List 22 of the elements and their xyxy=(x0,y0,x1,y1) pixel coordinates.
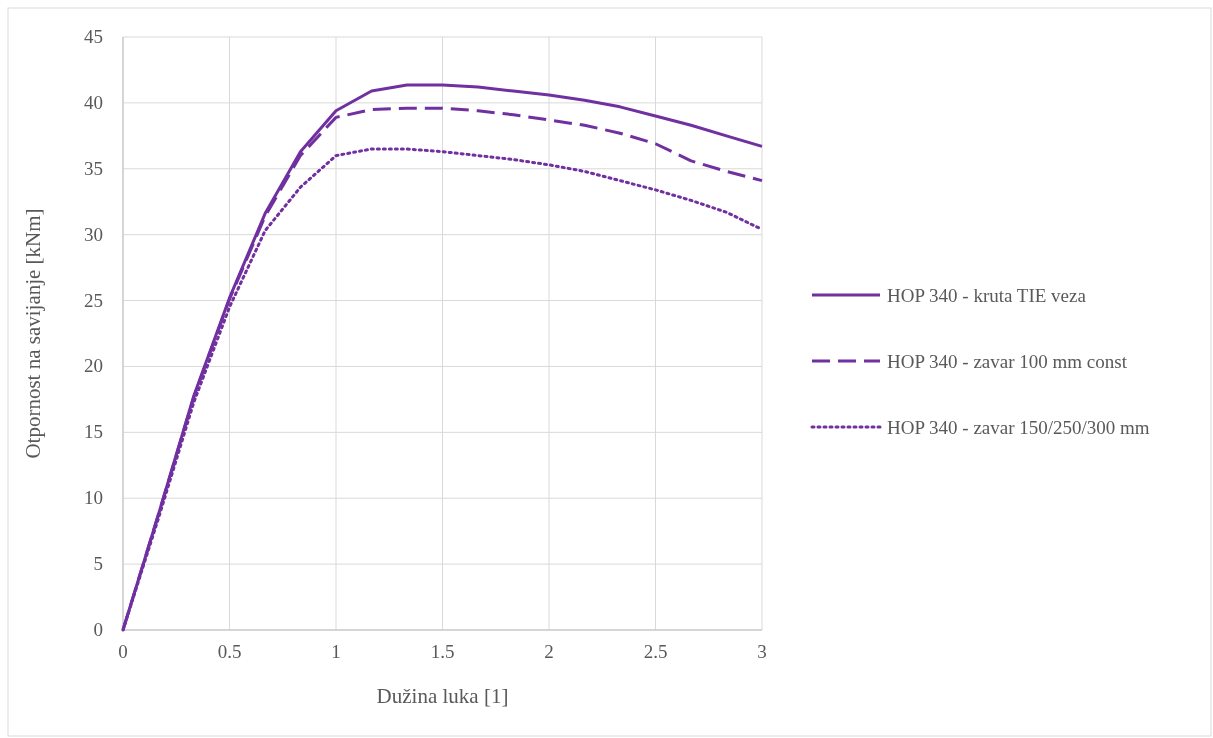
y-tick-label: 10 xyxy=(84,487,103,509)
y-tick-label: 30 xyxy=(84,223,103,245)
y-tick-label: 25 xyxy=(84,289,103,311)
legend-label: HOP 340 - kruta TIE veza xyxy=(887,285,1087,306)
y-tick-label: 0 xyxy=(93,619,103,640)
y-tick-label: 45 xyxy=(84,26,103,47)
x-tick-label: 1.5 xyxy=(430,641,455,662)
y-tick-label: 40 xyxy=(84,91,103,113)
x-tick-label: 3 xyxy=(757,641,767,662)
x-tick-label: 2 xyxy=(544,641,554,662)
x-tick-label: 0.5 xyxy=(217,641,242,662)
legend-label: HOP 340 - zavar 100 mm const xyxy=(887,351,1128,372)
x-axis-title: Dužina luka [1] xyxy=(376,684,509,708)
x-tick-label: 2.5 xyxy=(643,641,668,662)
x-tick-label: 0 xyxy=(118,641,128,662)
legend-label: HOP 340 - zavar 150/250/300 mm xyxy=(887,417,1150,438)
y-tick-label: 35 xyxy=(84,157,103,179)
y-tick-label: 5 xyxy=(93,553,103,575)
y-tick-label: 20 xyxy=(84,355,103,377)
y-axis-title: Otpornost na savijanje [kNm] xyxy=(21,208,45,459)
y-tick-label: 15 xyxy=(84,421,103,443)
x-tick-label: 1 xyxy=(331,641,341,662)
